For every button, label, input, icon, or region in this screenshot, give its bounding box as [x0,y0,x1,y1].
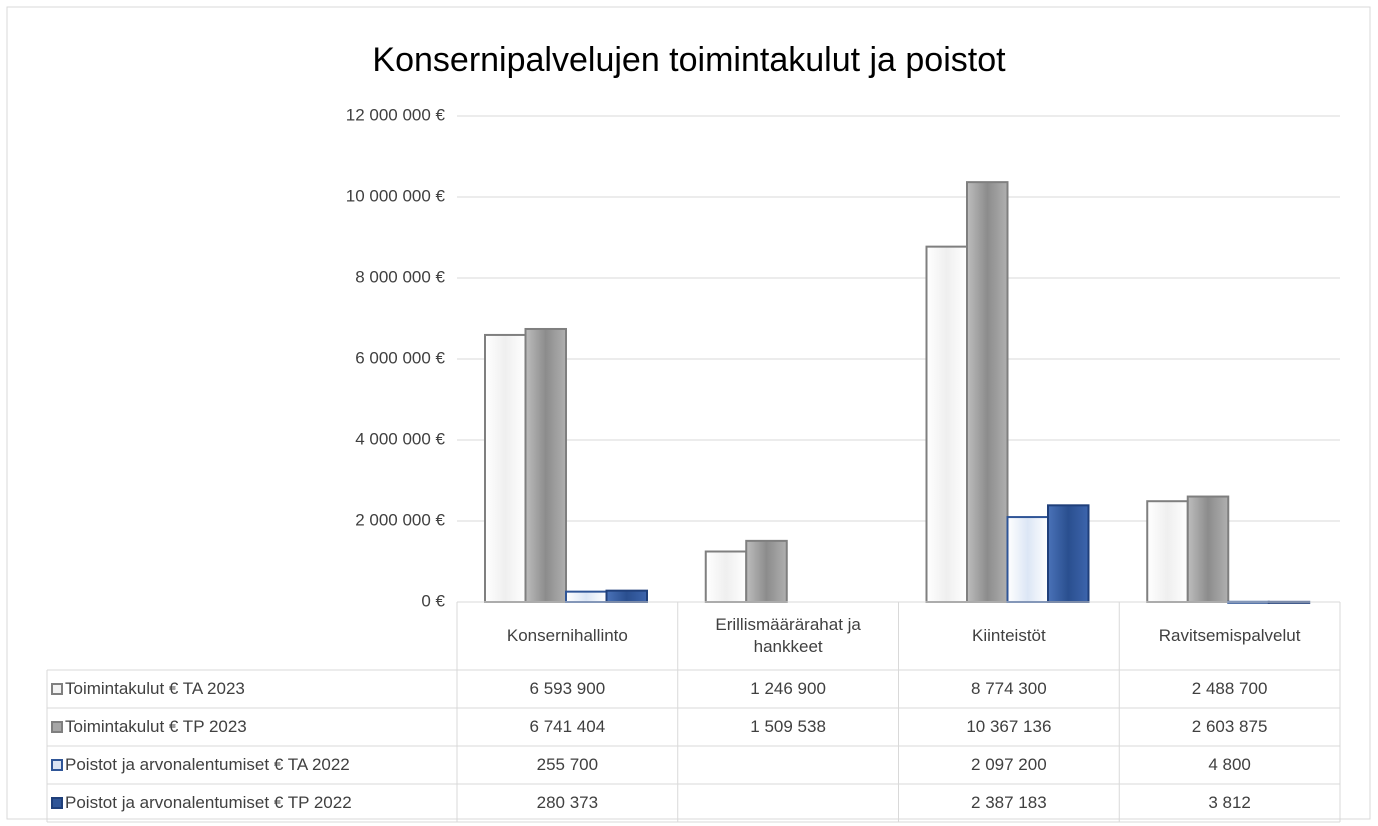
chart-title: Konsernipalvelujen toimintakulut ja pois… [372,41,1006,79]
chart-border [6,6,1371,820]
table-cell: 4 800 [1208,755,1251,774]
legend-label: Poistot ja arvonalentumiset € TP 2022 [65,793,352,812]
table-cell: 255 700 [536,755,599,774]
x-tick-label: Erillismäärärahat ja hankkeet [715,615,861,656]
y-tick-label: 10 000 000 € [346,186,446,205]
bar [1047,504,1090,603]
bar [484,333,527,603]
table-cell: 6 593 900 [529,679,606,698]
table-cell: 2 488 700 [1191,679,1268,698]
y-tick-label: 12 000 000 € [346,105,446,124]
bar [966,181,1009,604]
table-cell: 280 373 [536,793,599,812]
table-cell: 3 812 [1208,793,1251,812]
y-tick-label: 8 000 000 € [355,267,445,286]
legend-icon [51,797,63,809]
legend-label: Poistot ja arvonalentumiset € TA 2022 [65,755,350,774]
bar [1186,495,1230,603]
y-tick-label: 2 000 000 € [355,510,445,529]
table-cell: 2 387 183 [971,793,1047,812]
legend-entry: Poistot ja arvonalentumiset € TA 2022 [47,746,457,784]
x-tick-label: Ravitsemispalvelut [1158,626,1301,645]
legend-entry: Toimintakulut € TP 2023 [47,708,457,746]
x-tick-label: Kiinteistöt [972,626,1046,645]
y-tick-label: 4 000 000 € [355,429,445,448]
bar [925,245,968,604]
x-tick-label: Konsernihallinto [506,626,628,645]
table-cell: 10 367 136 [966,717,1052,736]
legend-icon [51,759,63,771]
table-cell: 6 741 404 [529,717,606,736]
legend-icon [51,721,63,733]
bar [565,590,608,604]
legend-label: Toimintakulut € TA 2023 [65,679,245,698]
table-cell: 1 509 538 [750,717,826,736]
legend-entry: Toimintakulut € TA 2023 [47,670,457,708]
bar [605,589,648,604]
bar [745,539,788,603]
bar [704,550,748,603]
table-cell: 2 603 875 [1191,717,1268,736]
bar [1006,516,1049,604]
y-tick-label: 6 000 000 € [355,348,445,367]
table-cell: 2 097 200 [971,755,1047,774]
table-cell: 8 774 300 [971,679,1047,698]
table-cell: 1 246 900 [750,679,826,698]
bar [1146,500,1189,603]
bar [524,327,567,603]
legend-entry: Poistot ja arvonalentumiset € TP 2022 [47,784,457,822]
legend-label: Toimintakulut € TP 2023 [65,717,247,736]
y-tick-label: 0 € [421,591,445,610]
legend-icon [51,683,63,695]
